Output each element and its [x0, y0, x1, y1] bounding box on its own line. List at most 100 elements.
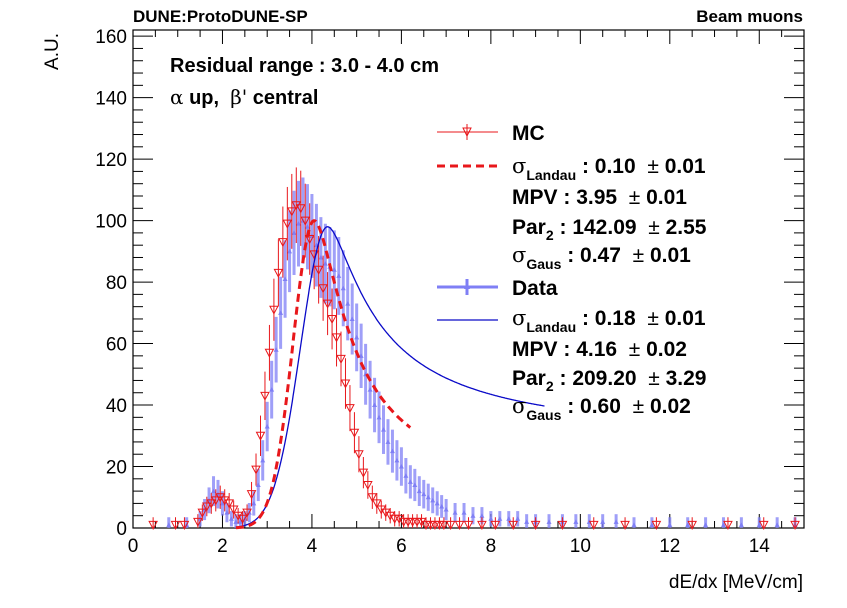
mc-point — [331, 333, 342, 343]
mc-point — [269, 305, 279, 315]
sigma-symbol: σ — [512, 394, 526, 418]
data-point — [774, 522, 780, 527]
legend-data: Data σLandau : 0.18 ± 0.01 MPV : 4.16 ± … — [437, 277, 706, 423]
data-sigma-gaus-error: 0.02 — [650, 395, 691, 418]
pm-symbol: ± — [633, 244, 645, 267]
mpv-label: MPV — [512, 186, 558, 209]
mc-point — [380, 508, 391, 518]
y-tick-label: 140 — [95, 89, 127, 110]
header-right: Beam muons — [696, 7, 803, 26]
data-point — [720, 522, 726, 527]
data-point — [573, 519, 579, 524]
legend-data-label: Data — [512, 277, 558, 300]
data-point — [546, 519, 552, 524]
data-point — [273, 347, 279, 352]
mc-point — [197, 508, 208, 518]
data-point — [228, 516, 234, 521]
mc-point — [345, 404, 355, 414]
data-point — [219, 500, 225, 506]
data-point — [403, 473, 409, 478]
data-point — [394, 457, 400, 463]
data-point — [345, 301, 351, 306]
gaus-subscript: Gaus — [526, 256, 561, 272]
mc-point — [313, 265, 324, 275]
par-subscript: 2 — [546, 378, 554, 394]
data-point — [233, 519, 239, 524]
x-tick-label: 8 — [486, 536, 497, 557]
data-mpv-value: 4.16 — [576, 338, 617, 361]
data-point — [425, 494, 431, 500]
beta-symbol: β' — [230, 85, 247, 109]
data-point — [470, 513, 476, 518]
data-par2-value: 209.20 — [572, 367, 636, 390]
data-sigma-gaus-value: 0.60 — [580, 395, 621, 418]
data-point — [260, 457, 266, 463]
data-point — [381, 427, 387, 432]
data-point — [291, 230, 297, 235]
data-point — [515, 516, 521, 521]
mc-point — [454, 520, 465, 530]
mc-point — [246, 490, 257, 500]
data-point — [452, 510, 458, 515]
mc-point — [758, 520, 769, 530]
pm-symbol: ± — [647, 155, 659, 178]
sigma-symbol: σ — [512, 306, 526, 330]
mc-point — [206, 499, 217, 509]
pm-symbol: ± — [629, 338, 641, 361]
mc-point — [490, 520, 501, 530]
mc-point — [291, 201, 302, 211]
mc-point — [300, 216, 311, 226]
data-point — [318, 254, 324, 260]
mc-point — [264, 348, 275, 358]
data-sigma-landau-value: 0.18 — [595, 307, 636, 330]
mc-point — [687, 520, 698, 530]
data-point — [282, 276, 288, 281]
mc-sigma-landau-value: 0.10 — [595, 155, 636, 178]
mc-point — [439, 520, 449, 530]
mc-point — [215, 493, 226, 503]
mc-point — [557, 520, 568, 530]
sigma-symbol: σ — [512, 154, 526, 178]
x-tick-label: 6 — [396, 536, 407, 557]
par-label: Par — [512, 216, 546, 239]
mc-point — [260, 391, 270, 401]
data-point — [376, 414, 382, 420]
legend-mc-label: MC — [512, 122, 545, 145]
data-point — [649, 522, 655, 527]
mc-mpv-error: 0.01 — [646, 186, 687, 209]
pm-symbol: ± — [648, 367, 660, 390]
residual-range-label: Residual range : 3.0 - 4.0 cm — [170, 55, 439, 77]
y-tick-label: 160 — [95, 27, 127, 48]
y-axis-label: A.U. — [42, 33, 63, 70]
mc-point — [179, 520, 190, 530]
mc-point — [251, 465, 261, 475]
mc-point — [354, 450, 364, 460]
data-par2-error: 3.29 — [666, 367, 707, 390]
data-point — [685, 522, 691, 527]
mc-point — [273, 268, 284, 278]
data-point — [434, 500, 440, 506]
mc-point — [295, 204, 306, 214]
x-tick-label: 10 — [570, 536, 591, 557]
x-tick-label: 2 — [217, 536, 228, 557]
mc-point — [367, 493, 378, 503]
data-point — [756, 522, 762, 527]
par-label: Par — [512, 367, 546, 390]
data-point — [269, 387, 275, 392]
mc-point — [304, 235, 315, 245]
mc-point — [278, 238, 288, 248]
mc-point — [210, 496, 221, 506]
mc-series — [148, 167, 800, 530]
y-tick-label: 100 — [95, 212, 127, 233]
mc-sigma-gaus-error: 0.01 — [650, 244, 691, 267]
data-point — [389, 448, 395, 454]
data-point — [211, 488, 217, 494]
mc-point — [508, 520, 519, 530]
mc-point — [358, 468, 369, 478]
legend-mc-sigma-gaus: σGaus : 0.47 ± 0.01 — [512, 243, 691, 272]
data-point — [278, 310, 284, 315]
mc-point — [219, 496, 230, 506]
mc-point — [376, 505, 387, 515]
